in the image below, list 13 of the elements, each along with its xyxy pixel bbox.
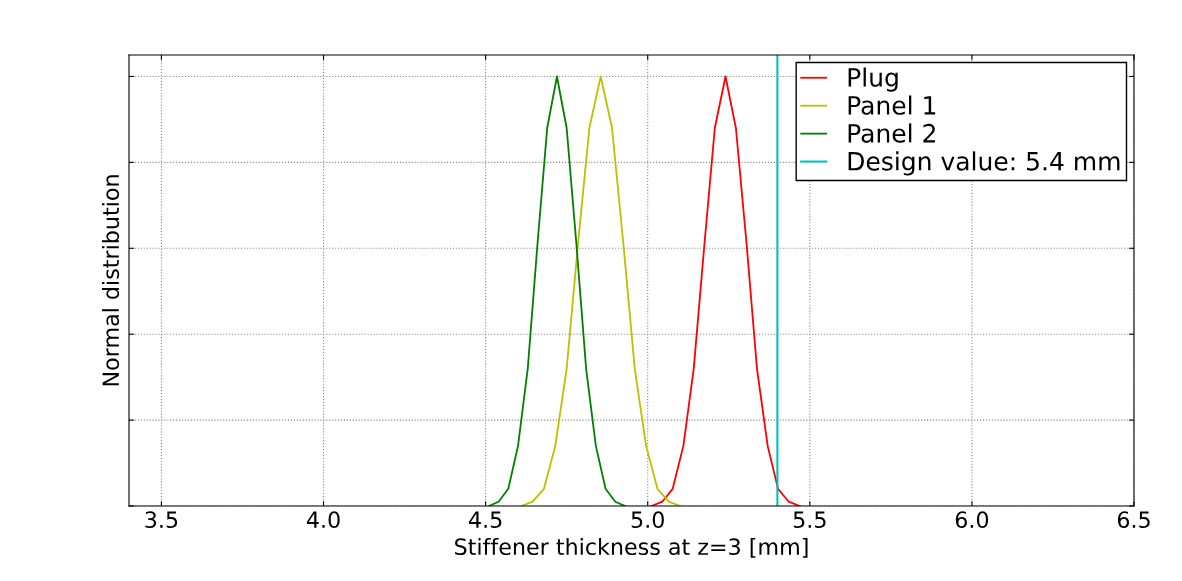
x-axis-title: Stiffener thickness at z=3 [mm] <box>455 537 808 558</box>
legend-label: Panel 1 <box>848 95 936 115</box>
legend-label: Panel 2 <box>848 123 935 143</box>
x-tick-label: 6.5 <box>1117 511 1150 529</box>
legend-label: Plug <box>848 67 898 92</box>
y-axis-title: Normal distribution <box>101 175 120 386</box>
x-tick-label: 4.5 <box>469 511 502 529</box>
x-tick-label: 5.0 <box>631 511 664 529</box>
x-tick-label: 6.0 <box>955 511 989 529</box>
x-tick-label: 3.5 <box>145 511 178 529</box>
x-tick-label: 4.0 <box>306 511 340 529</box>
ref-line-label: Design value: 5.4 mm <box>848 151 1120 176</box>
x-tick-label: 5.5 <box>793 511 826 529</box>
